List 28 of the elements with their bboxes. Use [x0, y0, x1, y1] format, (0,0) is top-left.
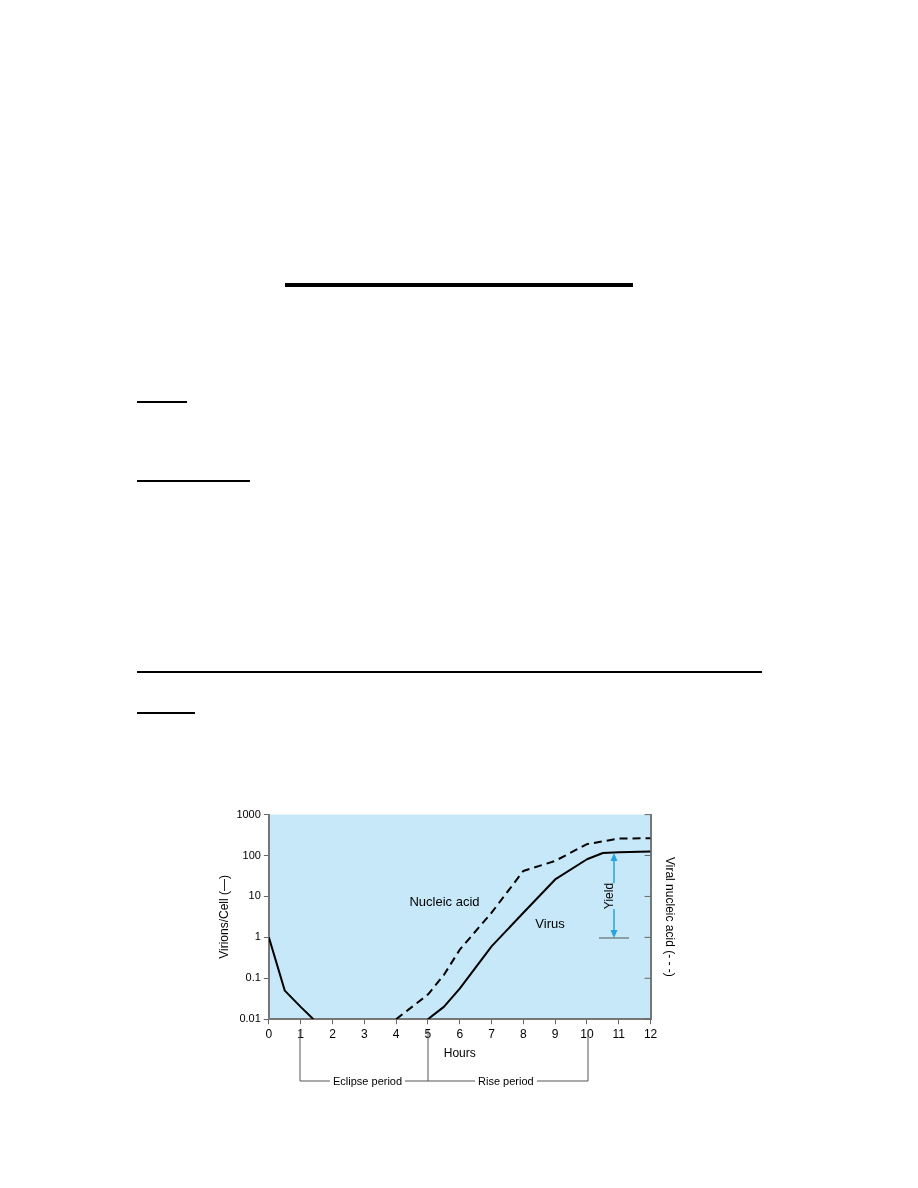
annotation: Yield	[602, 882, 617, 910]
y2-axis-title: Viral nucleic acid (- - -)	[663, 856, 678, 977]
x-tick-label: 4	[392, 1026, 400, 1041]
x-tick-label: 6	[456, 1026, 464, 1041]
x-tick-label: 10	[580, 1026, 594, 1041]
x-tick-label: 3	[360, 1026, 368, 1041]
text: Rise period	[475, 1075, 537, 1088]
y-tick-label: 100	[242, 848, 261, 861]
text: Eclipse period	[330, 1075, 406, 1088]
y-tick-label: 0.01	[239, 1012, 261, 1025]
y-tick-label: 0.1	[245, 971, 261, 984]
line-series	[395, 837, 651, 1020]
series-label: Nucleic acid	[409, 894, 480, 910]
x-axis-title: Hours	[443, 1046, 476, 1061]
x-tick-label: 8	[520, 1026, 528, 1041]
x-tick-label: 12	[643, 1026, 658, 1041]
y-axis-title: Virions/Cell (—)	[216, 875, 231, 959]
x-tick-label: 11	[612, 1026, 626, 1041]
series-label: Virus	[535, 916, 566, 932]
x-tick-label: 5	[424, 1026, 432, 1041]
x-tick-label: 7	[488, 1026, 496, 1041]
y-tick-label: 10	[248, 889, 261, 902]
x-tick-label: 9	[551, 1026, 559, 1041]
x-tick-label: 1	[297, 1026, 305, 1041]
y-tick-label: 1000	[236, 807, 261, 820]
x-tick-label: 2	[329, 1026, 337, 1041]
x-tick-label: 0	[265, 1026, 273, 1041]
y-tick-label: 1	[254, 930, 261, 943]
